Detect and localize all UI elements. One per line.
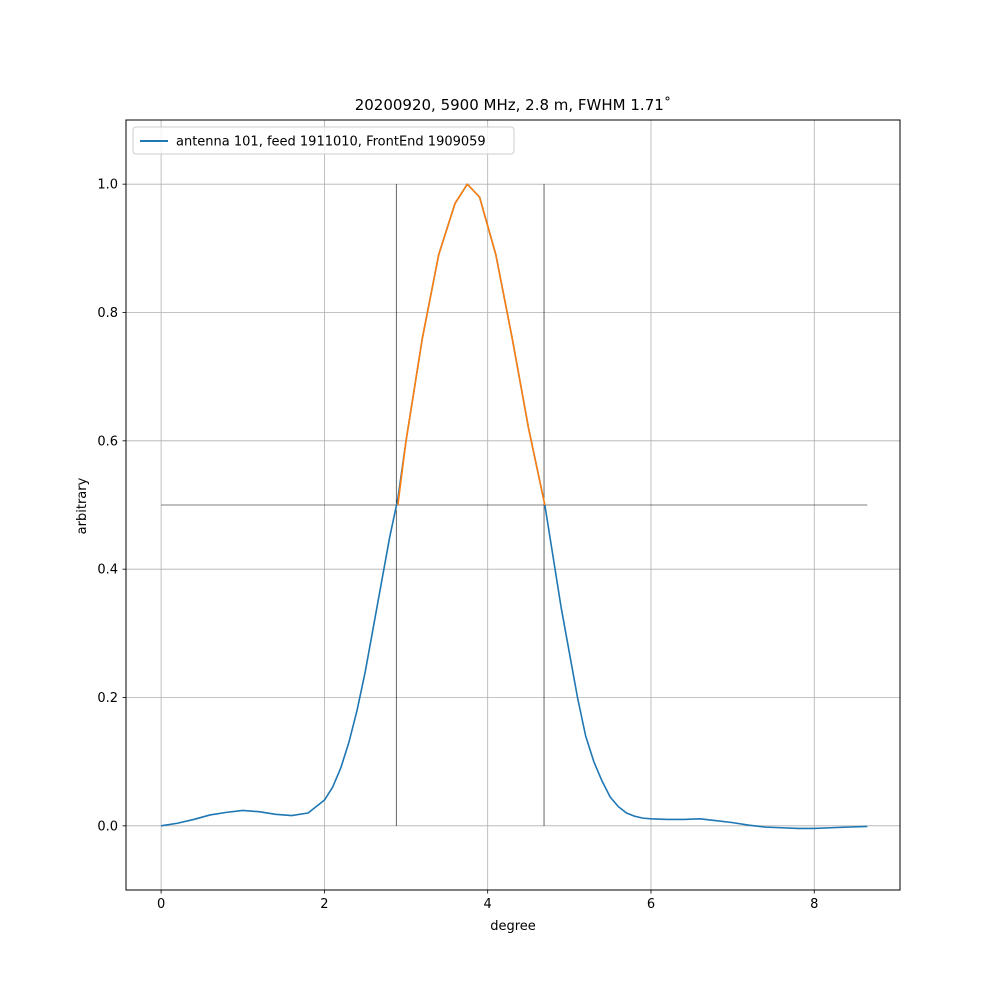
chart-title: 20200920, 5900 MHz, 2.8 m, FWHM 1.71˚ (355, 96, 672, 114)
beam-profile-line (160, 183, 868, 830)
x-axis-label: degree (490, 919, 536, 934)
series-group (160, 183, 868, 830)
x-tick-label: 4 (484, 897, 492, 912)
plot-frame (125, 119, 901, 891)
y-tick-label: 1.0 (97, 178, 118, 193)
y-axis-ticks: 0.0 0.2 0.4 0.6 0.8 1.0 (97, 178, 126, 834)
legend: antenna 101, feed 1911010, FrontEnd 1909… (132, 126, 515, 155)
x-tick-label: 2 (320, 897, 328, 912)
y-tick-label: 0.0 (97, 819, 118, 834)
y-tick-label: 0.2 (97, 691, 118, 706)
y-tick-label: 0.6 (97, 434, 118, 449)
y-tick-label: 0.4 (97, 563, 118, 578)
x-axis-ticks: 0 2 4 6 8 (157, 890, 818, 912)
y-axis-label: arbitrary (75, 477, 90, 534)
legend-box (132, 126, 515, 155)
y-tick-label: 0.8 (97, 306, 118, 321)
reference-lines (161, 184, 868, 826)
x-tick-label: 0 (157, 897, 165, 912)
x-tick-label: 8 (810, 897, 818, 912)
x-tick-label: 6 (647, 897, 655, 912)
legend-label: antenna 101, feed 1911010, FrontEnd 1909… (176, 135, 486, 150)
fwhm-segment-line (397, 183, 546, 506)
